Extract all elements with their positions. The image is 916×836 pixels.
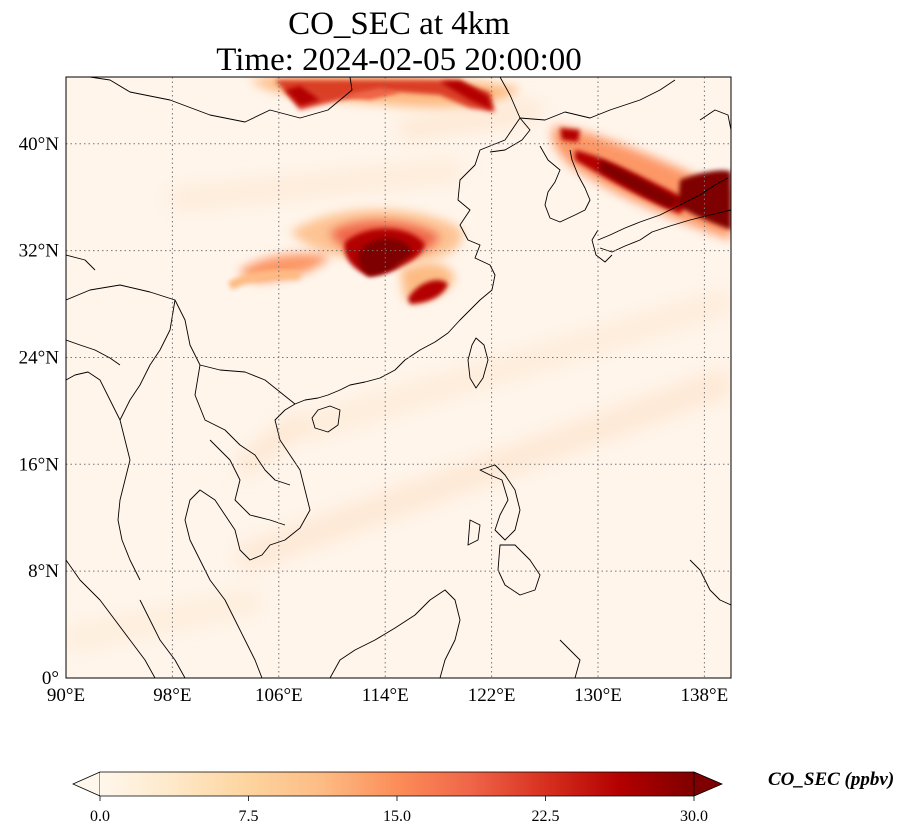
- colorbar-label: CO_SEC (ppbv): [768, 769, 895, 790]
- lat-tick-label: 8°N: [28, 561, 59, 582]
- colorbar: 0.0 7.5 15.0 22.5 30.0: [72, 771, 724, 825]
- map-frame: [65, 76, 732, 679]
- lon-tick-label: 122°E: [468, 685, 516, 706]
- lat-tick-label: 0°: [42, 668, 59, 689]
- colorbar-min-extend-arrow: [72, 771, 101, 797]
- colorbar-tick-label: 22.5: [532, 808, 560, 825]
- lon-tick-label: 98°E: [153, 685, 191, 706]
- plume-east-china: [400, 263, 455, 304]
- colorbar-tick-label: 15.0: [383, 808, 411, 825]
- colorbar-gradient: [100, 772, 694, 796]
- lat-tick-label: 24°N: [19, 347, 60, 368]
- plume-korea-japan: [552, 126, 731, 240]
- lon-tick-label: 138°E: [681, 685, 729, 706]
- lat-tick-label: 40°N: [19, 134, 60, 155]
- lon-tick-label: 106°E: [255, 685, 303, 706]
- colorbar-tick-label: 7.5: [239, 808, 259, 825]
- latitude-ticks: 0° 8°N 16°N 24°N 32°N 40°N: [19, 134, 60, 689]
- lon-tick-label: 90°E: [47, 685, 85, 706]
- longitude-ticks: 90°E 98°E 106°E 114°E 122°E 130°E 138°E: [47, 685, 728, 706]
- co-plume-layer: [227, 77, 731, 304]
- colorbar-tick-label: 0.0: [90, 808, 110, 825]
- lon-tick-label: 114°E: [362, 685, 409, 706]
- colorbar-max-extend-arrow: [693, 771, 724, 797]
- colorbar-tick-label: 30.0: [680, 808, 708, 825]
- colorbar-ticks: 0.0 7.5 15.0 22.5 30.0: [90, 796, 708, 825]
- plume-north-china-plain: [250, 77, 520, 112]
- coastline-layer: [66, 77, 731, 678]
- gridlines: [66, 77, 731, 678]
- map-title: CO_SEC at 4km: [288, 6, 510, 42]
- lon-tick-label: 130°E: [574, 685, 622, 706]
- lat-tick-label: 32°N: [19, 241, 60, 262]
- plume-sichuan-streak: [227, 253, 330, 291]
- background-streaks: [66, 102, 731, 651]
- map-subtitle: Time: 2024-02-05 20:00:00: [216, 42, 582, 78]
- lat-tick-label: 16°N: [19, 454, 60, 475]
